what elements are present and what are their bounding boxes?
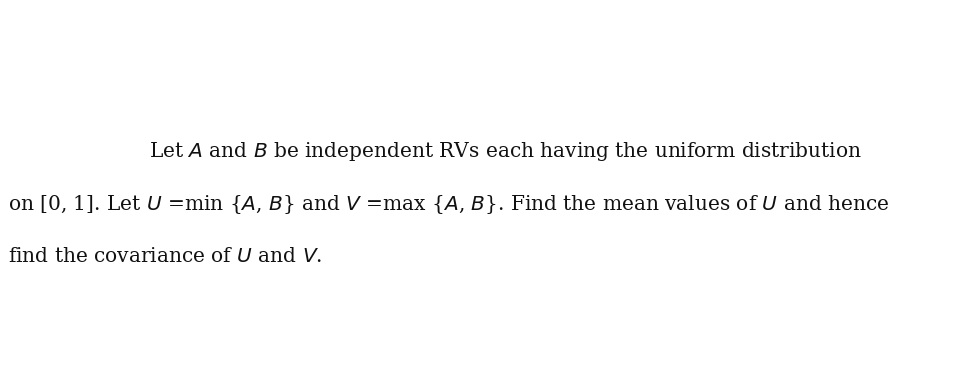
Text: Let $A$ and $B$ be independent RVs each having the uniform distribution: Let $A$ and $B$ be independent RVs each … (149, 140, 862, 163)
Text: find the covariance of $U$ and $V$.: find the covariance of $U$ and $V$. (8, 247, 322, 266)
Text: on [0, 1]. Let $U$ =min {$A$, $B$} and $V$ =max {$A$, $B$}. Find the mean values: on [0, 1]. Let $U$ =min {$A$, $B$} and $… (8, 192, 889, 215)
